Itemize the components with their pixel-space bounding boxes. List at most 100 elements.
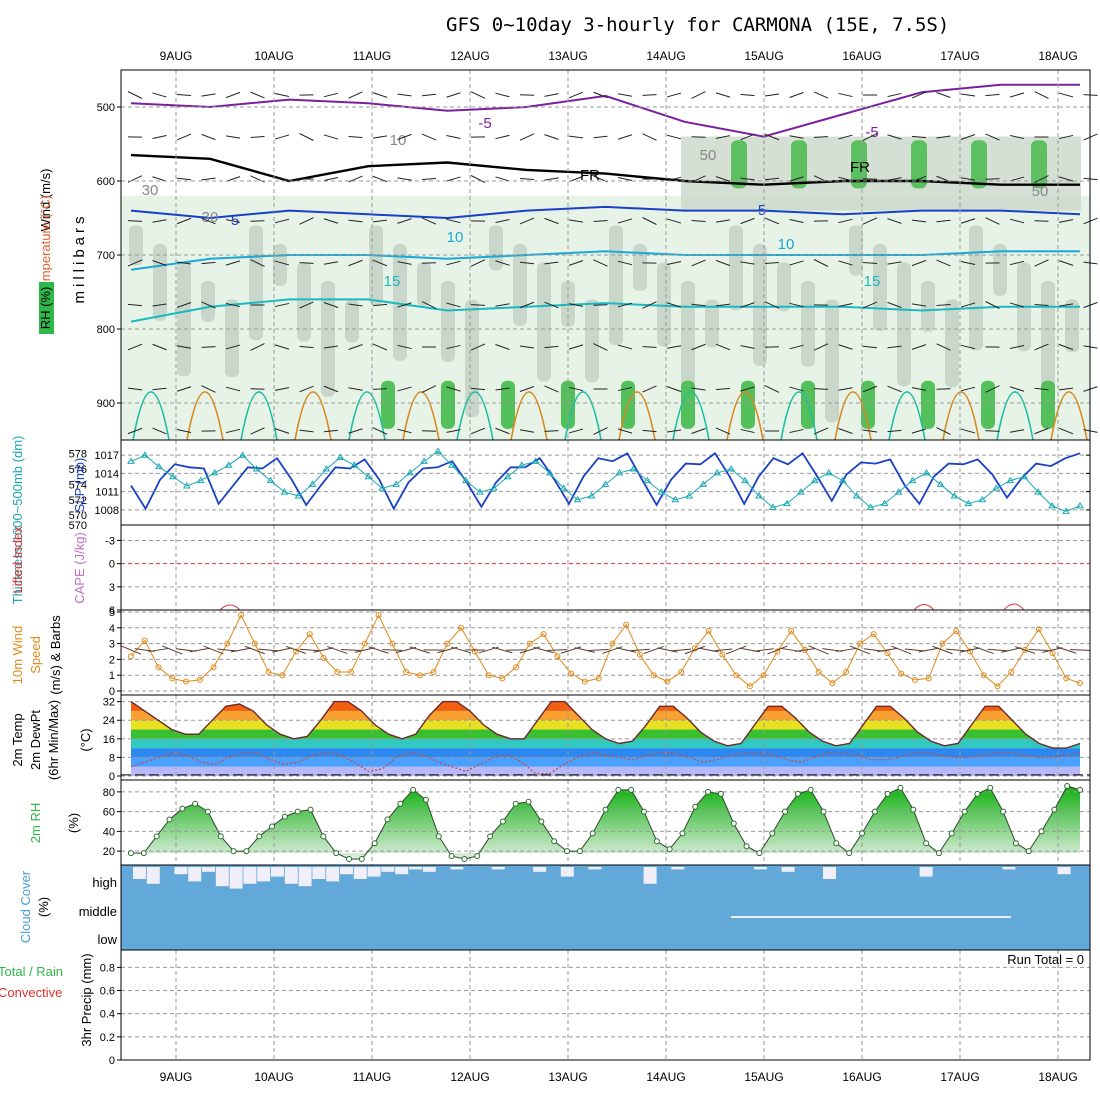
temp-band <box>131 729 1080 739</box>
wind-barb <box>789 260 804 266</box>
wind-barb <box>225 302 241 308</box>
wind-barb <box>495 219 510 223</box>
wind-barb <box>666 218 682 224</box>
wind-barb <box>691 387 706 391</box>
wind-speed-point <box>430 669 437 676</box>
wind-barb-10m <box>203 645 224 655</box>
thickness-tick-label: 570 <box>69 510 87 522</box>
rh-high-upper <box>971 140 987 189</box>
thickness-point <box>573 495 582 503</box>
y-tick-label: 40 <box>103 826 115 838</box>
wind-barb <box>176 177 192 181</box>
wind-barb <box>666 92 682 98</box>
rh-point <box>858 830 865 837</box>
thickness-point <box>182 481 191 489</box>
wind-speed-point <box>1063 675 1070 682</box>
wind-speed-point <box>375 612 382 619</box>
rh-point <box>948 830 955 837</box>
wind-barb-10m <box>671 648 692 652</box>
wind-barb <box>838 134 853 140</box>
temp-line <box>130 700 1081 749</box>
run-total-label: Run Total = 0 <box>1007 952 1084 967</box>
wind-speed-point <box>719 651 726 658</box>
wind-barb-10m <box>987 648 1008 652</box>
rh-point <box>320 833 327 840</box>
wind-barb <box>789 302 804 308</box>
wind-barb <box>568 219 584 223</box>
wind-barb <box>274 218 290 224</box>
rh-shade-cell <box>585 299 599 383</box>
wind-barb <box>887 177 902 181</box>
wind-barb <box>299 262 314 264</box>
wind-barb <box>201 301 216 309</box>
wind-barb <box>201 217 216 225</box>
wind-barb <box>1058 427 1074 435</box>
cloud-gap <box>1002 867 1016 870</box>
rh-point <box>512 800 519 807</box>
wind-barb <box>519 178 535 180</box>
y-tick-label: 8 <box>109 752 115 764</box>
wind-barb <box>274 387 290 391</box>
wind-barb <box>152 343 167 351</box>
rh-point <box>871 808 878 815</box>
rh-point <box>140 850 147 857</box>
wind-barb <box>862 262 878 264</box>
wind-barb <box>764 385 780 393</box>
wind-barb <box>299 345 314 349</box>
thickness-point <box>838 476 847 484</box>
wind-barb <box>887 92 902 98</box>
y-tick-label: 700 <box>97 250 115 262</box>
thickness-point <box>685 491 694 499</box>
wind-barb <box>1009 260 1025 266</box>
thickness-point <box>308 480 317 487</box>
ylabel-millibars: millibars <box>71 212 88 303</box>
slp-tick-label: 1008 <box>95 505 119 517</box>
rh-shade-cell <box>825 299 839 423</box>
thickness-point <box>643 476 652 484</box>
wind-speed-point <box>650 672 657 679</box>
wind-barb <box>666 134 682 140</box>
rh-high-upper <box>911 140 927 189</box>
wind-barb <box>911 135 927 139</box>
rh-shade-cell <box>753 243 767 366</box>
wind-barb <box>323 302 339 308</box>
wind-barb <box>593 259 608 267</box>
wind-barb <box>421 385 437 393</box>
rh-high-upper <box>1031 140 1047 189</box>
wind-barb <box>593 91 608 99</box>
wind-barb <box>176 261 192 265</box>
rh-point <box>666 846 673 853</box>
thickness-point <box>127 457 135 464</box>
wind-speed-point <box>623 621 630 628</box>
wind-barb <box>397 302 412 308</box>
wind-barb <box>691 428 706 434</box>
low-level-contour <box>348 391 386 441</box>
rh-high-cell <box>381 380 395 429</box>
wind-barb-10m <box>148 647 169 653</box>
top-date-label: 10AUG <box>254 49 293 63</box>
thickness-point <box>266 476 275 484</box>
wind-barb <box>617 428 633 434</box>
rh-point <box>153 833 160 840</box>
wind-barb-10m <box>299 648 320 652</box>
thickness-point <box>741 476 749 484</box>
wind-barb <box>617 93 633 97</box>
wind-barb <box>323 385 339 393</box>
wind-barb <box>201 133 216 141</box>
rh-high-cell <box>681 380 695 429</box>
wind-speed-point <box>238 612 245 619</box>
wind-barb <box>813 388 829 390</box>
cloud-gap <box>202 867 215 872</box>
wind-barb <box>421 217 437 225</box>
wind-barb <box>397 428 412 434</box>
wind-speed-point <box>966 648 973 655</box>
wind-barb <box>960 93 976 97</box>
wind-barb-10m <box>409 646 430 654</box>
thickness-point <box>378 484 387 491</box>
cloud-gap <box>560 867 574 877</box>
wind-barb <box>568 344 584 350</box>
wind-barb <box>1058 219 1074 223</box>
rh-shade-cell <box>201 280 215 322</box>
wind-barb <box>544 217 559 225</box>
